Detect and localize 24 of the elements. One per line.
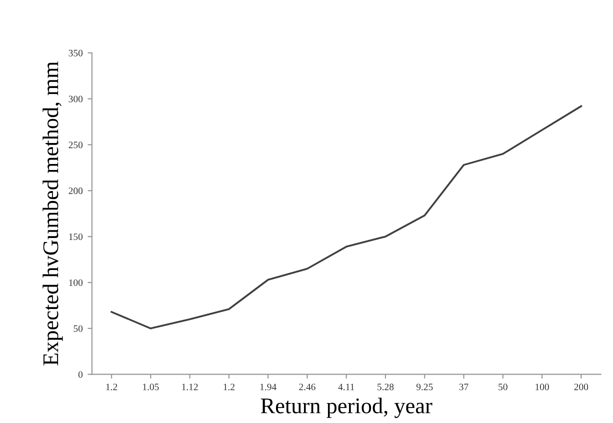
y-tick-label: 300: [68, 96, 83, 102]
x-tick-label: 2.46: [299, 384, 316, 390]
y-tick-label: 250: [68, 142, 83, 148]
y-tick-label: 150: [69, 233, 83, 240]
x-tick-label: 50: [498, 384, 508, 390]
x-axis-title: Return period, year: [260, 398, 432, 418]
x-tick-label: 1.2: [224, 384, 234, 390]
y-tick-label: 100: [69, 279, 83, 286]
x-tick-label: 9.25: [416, 384, 433, 390]
y-tick-label: 0: [78, 371, 83, 378]
y-tick-label: 200: [68, 188, 83, 194]
x-tick-label: 5.28: [378, 384, 394, 390]
y-tick-label: 50: [74, 325, 83, 332]
x-tick-label: 4.11: [338, 384, 354, 390]
x-tick-label: 1.94: [260, 384, 276, 390]
line-series: [110, 105, 582, 330]
x-tick-label: 1.12: [182, 384, 198, 390]
y-tick-label: 350: [68, 50, 83, 56]
x-tick-label: 200: [574, 384, 588, 390]
x-tick-label: 37: [459, 384, 468, 390]
x-tick-label: 100: [536, 384, 549, 390]
x-tick-label: 1.05: [143, 384, 159, 390]
x-tick-label: 1.2: [106, 384, 118, 390]
y-axis-title: Expected hvGumbed method, mm: [42, 62, 63, 366]
